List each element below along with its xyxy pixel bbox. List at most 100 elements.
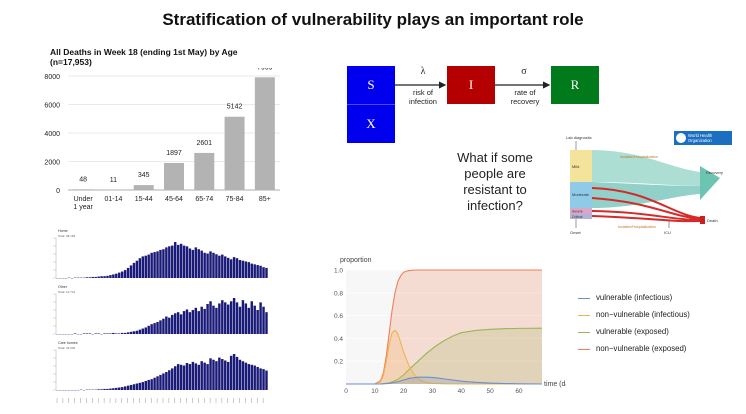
weekly-bar-2-61 [235, 356, 239, 390]
legend-swatch-0 [578, 298, 590, 300]
bar-value-label-0: 48 [79, 176, 87, 183]
bar-chart-title-line1: All Deaths in Week 18 (ending 1st May) b… [50, 47, 238, 57]
weekly-bar-0-34 [156, 251, 159, 278]
bar-0 [73, 189, 94, 190]
weekly-bar-2-38 [168, 370, 171, 390]
weekly-bar-2-24 [126, 385, 130, 390]
bar-1 [103, 189, 124, 191]
weekly-bar-1-39 [171, 314, 174, 334]
weekly-bar-1-52 [209, 301, 212, 334]
weekly-bar-2-18 [109, 388, 112, 390]
line-ytick-2: 0.6 [334, 313, 343, 320]
weekly-bar-1-35 [159, 320, 162, 334]
who-clinical-pathway-diagram: Lab diagnostic World Health Organization… [560, 128, 736, 238]
weekly-bar-0-18 [109, 275, 112, 278]
weekly-bar-0-19 [112, 274, 115, 278]
weekly-bar-0-64 [244, 261, 248, 278]
weekly-bar-2-40 [173, 366, 177, 390]
weekly-bar-0-31 [147, 254, 150, 278]
weekly-bar-0-65 [247, 262, 251, 278]
legend-swatch-1 [578, 315, 590, 317]
weekly-bar-0-13 [94, 276, 97, 278]
weekly-bar-0-46 [191, 249, 195, 278]
flow-mild-recovery [592, 150, 700, 186]
weekly-panel-sub-0: Total: 38,184 [58, 234, 76, 238]
weekly-bar-0-39 [171, 245, 174, 278]
weekly-bar-2-43 [182, 365, 186, 390]
weekly-bar-0-48 [197, 249, 200, 278]
line-area-3 [346, 270, 542, 384]
weekly-bar-2-50 [203, 362, 206, 390]
bar-category-label-6: 85+ [259, 196, 271, 203]
line-xtick-0: 0 [344, 388, 348, 395]
weekly-bar-2-69 [259, 368, 262, 390]
weekly-bar-1-49 [200, 306, 203, 334]
legend-label-3: non−vulnerable (exposed) [596, 344, 687, 353]
weekly-bar-0-17 [106, 275, 109, 278]
risk-of-infection-label: risk of infection [398, 88, 448, 106]
weekly-bar-1-43 [182, 311, 186, 334]
weekly-bar-0-14 [97, 276, 100, 278]
weekly-bar-2-52 [209, 358, 212, 390]
bar-category-label-0: Under 1 year [73, 196, 93, 211]
weekly-bar-2-59 [229, 355, 233, 390]
line-ytick-0: 0.2 [334, 359, 343, 366]
weekly-bar-0-44 [185, 246, 189, 278]
weekly-bar-2-23 [123, 386, 127, 390]
weekly-bar-2-39 [171, 368, 174, 390]
critical-box [570, 214, 592, 219]
weekly-bar-0-69 [259, 265, 262, 278]
weekly-bar-1-56 [221, 300, 224, 334]
weekly-bar-2-42 [179, 364, 183, 390]
weekly-bar-2-57 [224, 360, 227, 390]
weekly-bar-0-35 [159, 249, 162, 278]
weekly-bar-1-68 [256, 310, 259, 334]
weekly-bar-2-15 [100, 389, 103, 390]
weekly-bar-0-36 [162, 249, 165, 278]
weekly-bar-0-16 [103, 276, 106, 278]
line-xtick-1: 10 [371, 388, 379, 395]
weekly-bar-2-64 [244, 362, 248, 390]
s-compartment-box: S [347, 66, 395, 104]
flow-to-recovery-head [700, 166, 720, 200]
weekly-bar-1-32 [150, 324, 153, 334]
line-xtick-5: 50 [487, 388, 495, 395]
weekly-bar-1-63 [241, 300, 245, 334]
weekly-panel-sub-1: Total: 10,712 [58, 290, 76, 294]
weekly-bar-1-65 [247, 307, 251, 334]
moderate-box [570, 182, 592, 208]
weekly-bar-1-54 [215, 307, 218, 334]
line-area-2 [346, 328, 542, 384]
weekly-bar-2-67 [253, 365, 256, 390]
weekly-bar-2-14 [97, 389, 100, 390]
flow-to-death [591, 187, 701, 223]
bar-value-label-3: 1897 [166, 150, 182, 157]
death-label: Death [707, 218, 718, 223]
weekly-bar-1-31 [147, 325, 150, 334]
weekly-bar-1-70 [262, 306, 265, 334]
weekly-bar-0-42 [179, 243, 183, 278]
risk-line1: risk of [412, 88, 433, 97]
weekly-bar-1-48 [197, 311, 200, 334]
weekly-bar-0-33 [153, 252, 156, 278]
weekly-bar-0-53 [212, 252, 215, 278]
weekly-bar-2-37 [165, 372, 168, 390]
weekly-bar-1-36 [162, 318, 165, 334]
line-series-3 [346, 269, 542, 385]
death-marker [700, 216, 705, 224]
weekly-bar-0-41 [176, 244, 180, 278]
line-xlabel: time (day) [544, 381, 566, 388]
weekly-bar-2-22 [120, 387, 124, 390]
weekly-bar-1-53 [212, 305, 215, 334]
weekly-bar-2-46 [191, 361, 195, 390]
bar-category-label-5: 75-84 [226, 196, 244, 203]
line-ytick-4: 1.0 [334, 268, 343, 275]
weekly-bar-2-20 [115, 387, 118, 390]
weekly-bar-2-34 [156, 376, 159, 390]
bar-ytick-2: 4000 [44, 131, 60, 138]
bar-category-label-1: 01-14 [104, 196, 122, 203]
weekly-bar-2-30 [144, 381, 147, 390]
weekly-bar-2-51 [206, 364, 209, 390]
weekly-bar-1-44 [185, 309, 189, 334]
